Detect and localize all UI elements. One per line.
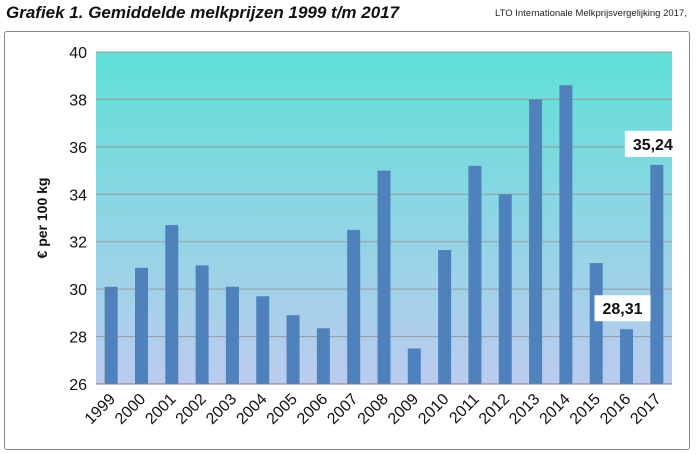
x-tick-label: 2013 <box>506 391 543 428</box>
data-label: 35,24 <box>633 137 673 154</box>
x-tick-label: 2012 <box>476 391 513 428</box>
x-tick-label: 2014 <box>537 391 574 428</box>
x-tick-labels: 1999200020012002200320042005200620072008… <box>82 391 665 428</box>
bars <box>104 85 664 384</box>
bar <box>559 85 573 384</box>
bar <box>377 170 391 384</box>
source-note: LTO Internationale Melkprijsvergelijking… <box>495 8 687 19</box>
bar <box>286 315 300 384</box>
chart-frame: 26 28 30 32 34 36 38 40 1999 2000 2001 2002 2003 200… <box>4 31 690 450</box>
x-tick-label: 2004 <box>233 391 270 428</box>
data-label-box <box>594 295 651 322</box>
bar <box>407 348 421 384</box>
x-tick-label: 2010 <box>415 391 452 428</box>
bar <box>498 194 512 384</box>
x-tick-label: 2017 <box>627 391 664 428</box>
x-tick-label: 2008 <box>355 391 392 428</box>
y-tick-label: 36 <box>69 140 87 157</box>
y-tick-label: 30 <box>69 282 87 299</box>
y-tick-label: 38 <box>69 92 87 109</box>
x-tick-label: 2015 <box>567 391 604 428</box>
bar <box>468 165 482 384</box>
chart-title: Grafiek 1. Gemiddelde melkprijzen 1999 t… <box>6 3 400 22</box>
bar <box>650 164 664 384</box>
bar <box>347 229 361 384</box>
bar <box>225 286 239 384</box>
x-tick-label: 2009 <box>385 391 422 428</box>
x-tick-label: 2006 <box>294 391 331 428</box>
y-tick-labels: 26 28 30 32 34 36 38 40 <box>69 45 87 394</box>
x-tick-label: 2007 <box>324 391 361 428</box>
bar <box>620 329 634 384</box>
y-tick-label: 34 <box>69 187 87 204</box>
y-tick-label: 32 <box>69 235 87 252</box>
x-tick-label: 2003 <box>203 391 240 428</box>
x-tick-label: 2011 <box>446 391 482 427</box>
x-tick-label: 2016 <box>597 391 634 428</box>
bar <box>316 328 330 384</box>
y-tick-label: 40 <box>69 45 87 62</box>
bar <box>165 225 179 384</box>
data-label-box <box>624 130 681 157</box>
data-label: 28,31 <box>603 301 643 318</box>
x-tick-label: 2001 <box>142 391 179 428</box>
bar <box>195 265 209 384</box>
x-tick-label: 2000 <box>112 391 149 428</box>
bar <box>589 263 603 384</box>
bar <box>438 250 452 384</box>
y-tick-label: 26 <box>69 377 87 394</box>
y-axis-label: € per 100 kg <box>34 178 50 259</box>
bar <box>529 99 543 384</box>
bar <box>104 286 118 384</box>
x-tick-label: 1999 <box>82 391 119 428</box>
x-tick-label: 2002 <box>173 391 210 428</box>
data-labels: 28,31 35,24 <box>594 130 681 322</box>
bar <box>256 296 270 384</box>
bar <box>134 267 148 384</box>
y-tick-label: 28 <box>69 330 87 347</box>
x-tick-label: 2005 <box>264 391 301 428</box>
